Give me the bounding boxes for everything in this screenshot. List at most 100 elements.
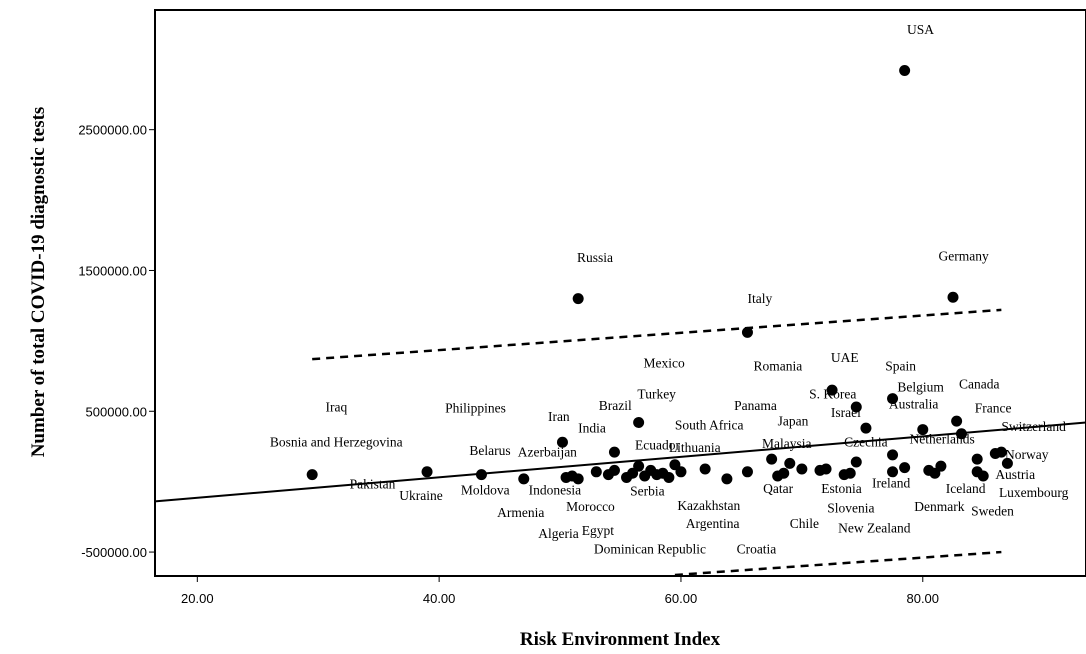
country-label: Austria [995,467,1035,482]
country-label: Romania [754,358,803,373]
data-point [796,463,808,475]
country-label: Moldova [461,482,510,497]
fit-lines [154,308,1086,577]
data-point [850,456,862,468]
country-label: Ireland [872,475,910,490]
country-labels: USA Russia Germany Italy Mexico Romania UAE Spa… [270,22,1069,557]
data-point [633,460,645,472]
country-label: Israel [831,405,861,420]
lower-prediction-band [674,550,1002,577]
country-label: France [975,401,1012,416]
country-label: Brazil [599,398,632,413]
data-point [572,293,584,305]
data-point [887,449,899,461]
data-point [608,464,620,476]
data-point [820,463,832,475]
y-tick-label: -500000.00 [81,545,147,560]
y-tick-label: 2500000.00 [78,123,147,138]
data-point [850,401,862,413]
upper-prediction-band [312,308,1002,361]
country-label: Denmark [914,499,964,514]
country-label: Slovenia [827,501,874,516]
data-point [306,469,318,481]
x-tick-label: 40.00 [423,591,456,606]
country-label: Netherlands [909,432,974,447]
regression-line [154,421,1086,503]
country-label: Qatar [763,481,793,496]
y-axis-ticks: -500000.00 500000.00 1500000.00 2500000.00 [78,123,155,560]
country-label: Bosnia and Herzegovina [270,434,403,449]
country-label: Lithuania [669,440,721,455]
country-label: S. Korea [809,387,856,402]
data-point [899,462,911,474]
data-point [860,422,872,434]
data-point [844,467,856,479]
data-point [955,428,967,440]
country-label: Dominican Republic [594,541,706,556]
data-point [947,291,959,303]
data-point [899,65,911,77]
country-label: Iraq [325,399,347,414]
country-label: Croatia [737,541,777,556]
data-point [721,473,733,485]
x-tick-label: 80.00 [906,591,939,606]
country-label: Spain [885,358,916,373]
x-axis-title: Risk Environment Index [520,629,721,650]
data-points [306,65,1013,485]
data-point [633,417,645,429]
data-point [675,466,687,478]
data-point [518,473,530,485]
data-point [421,466,433,478]
country-label: Estonia [821,481,862,496]
country-label: Malaysia [762,436,812,451]
country-label: New Zealand [838,520,911,535]
country-label: Egypt [582,523,614,538]
country-label: Luxembourg [999,485,1069,500]
data-point [572,473,584,485]
country-label: Indonesia [529,482,581,497]
data-point [887,466,899,478]
data-point [887,393,899,405]
country-label: Pakistan [350,477,396,492]
country-label: Switzerland [1001,419,1066,434]
country-label: Kazakhstan [677,498,740,513]
country-label: Iran [548,409,570,424]
country-label: India [578,420,606,435]
country-label: UAE [831,350,859,365]
country-label: Norway [1005,447,1049,462]
country-label: Serbia [630,484,665,499]
country-label: Belgium [897,380,944,395]
data-point [935,460,947,472]
plot-frame [154,9,1086,577]
country-label: South Africa [675,418,744,433]
country-label: Germany [938,249,988,264]
country-label: Australia [889,396,939,411]
data-point [699,463,711,475]
country-label: Argentina [686,516,740,531]
country-label: Chile [790,516,819,531]
country-label: Algeria [538,526,578,541]
data-point [556,436,568,448]
x-tick-label: 60.00 [665,591,698,606]
country-label: Panama [734,398,777,413]
data-point [663,471,675,483]
country-label: Czechia [844,434,887,449]
x-axis-ticks: 20.00 40.00 60.00 80.00 [181,576,939,606]
data-point [590,466,602,478]
data-point [608,446,620,458]
country-label: Japan [778,413,809,428]
country-label: Sweden [971,503,1014,518]
country-label: Ukraine [399,488,442,503]
x-tick-label: 20.00 [181,591,214,606]
data-point [1001,457,1013,469]
country-label: Italy [747,291,772,306]
data-point [826,384,838,396]
data-point [977,470,989,482]
data-point [995,446,1007,458]
country-label: USA [907,22,934,37]
data-point [475,469,487,481]
country-label: Belarus [469,443,510,458]
data-point [784,457,796,469]
country-label: Iceland [946,481,986,496]
